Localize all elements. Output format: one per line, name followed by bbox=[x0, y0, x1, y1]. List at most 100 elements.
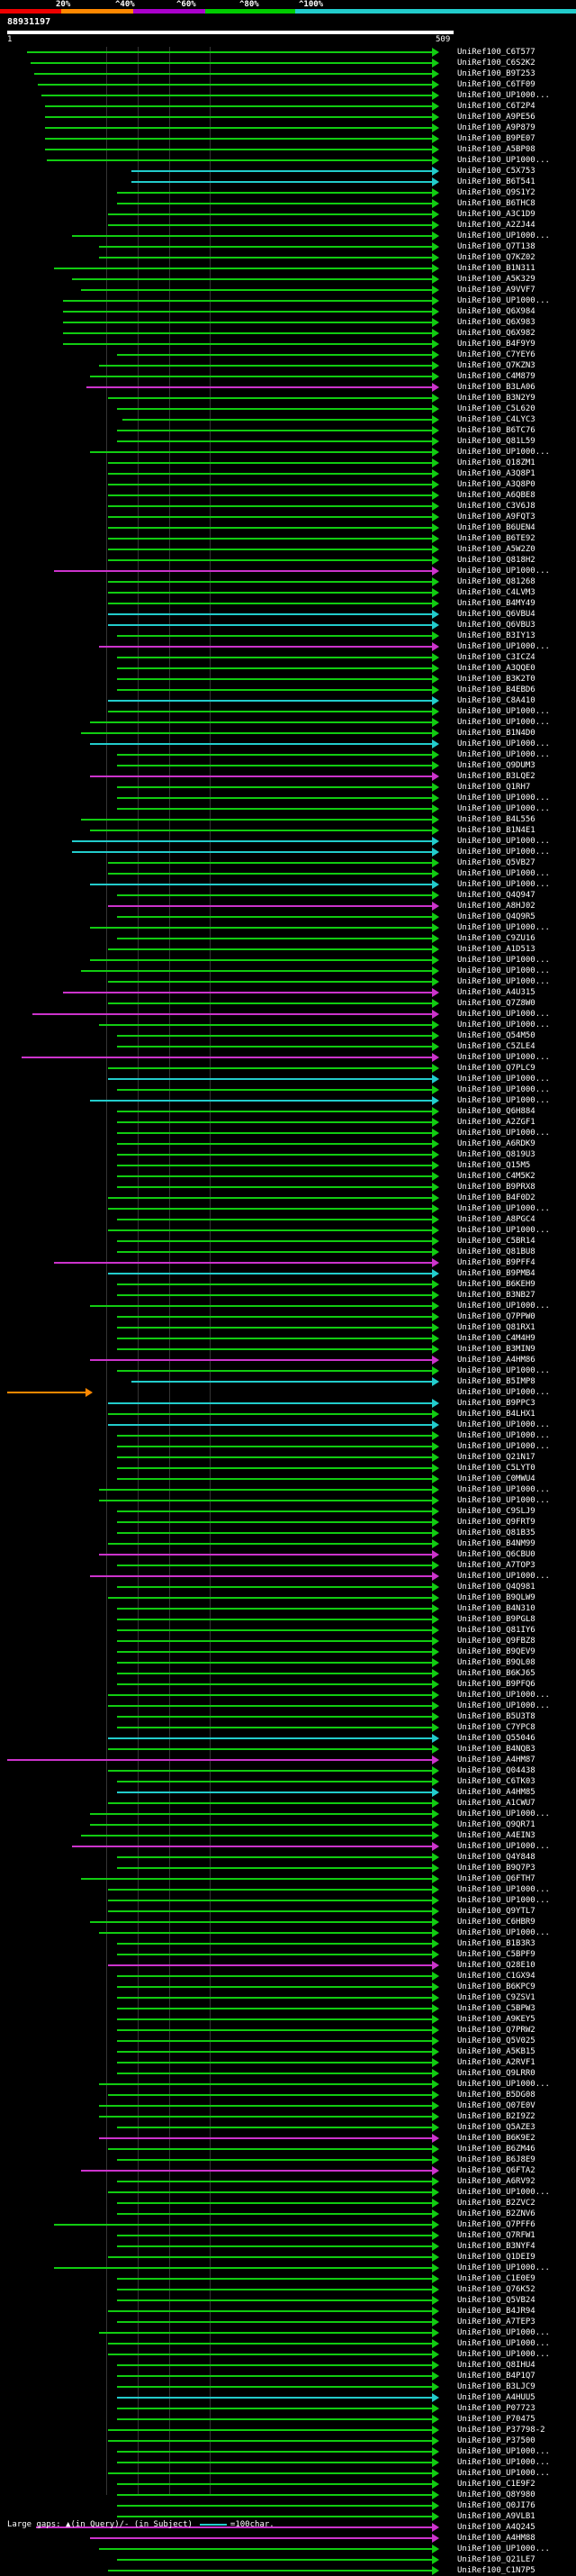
hit-alignment-bar[interactable] bbox=[117, 1186, 432, 1188]
hit-alignment-bar[interactable] bbox=[117, 1608, 432, 1610]
hit-row[interactable]: UniRef100_Q5AZE3 bbox=[0, 2122, 576, 2133]
hit-row[interactable]: UniRef100_Q819U3 bbox=[0, 1149, 576, 1160]
hit-alignment-bar[interactable] bbox=[90, 1813, 432, 1815]
hit-alignment-bar[interactable] bbox=[117, 1446, 432, 1447]
hit-label[interactable]: UniRef100_A3Q8P0 bbox=[457, 480, 536, 489]
hit-label[interactable]: UniRef100_Q5VB27 bbox=[457, 858, 536, 867]
hit-alignment-bar[interactable] bbox=[90, 884, 432, 885]
hit-alignment-bar[interactable] bbox=[117, 797, 432, 799]
hit-alignment-bar[interactable] bbox=[63, 343, 432, 345]
hit-label[interactable]: UniRef100_C6TK03 bbox=[457, 1777, 536, 1786]
hit-label[interactable]: UniRef100_B1N4E1 bbox=[457, 826, 536, 835]
hit-row[interactable]: UniRef100_UP1000... bbox=[0, 2263, 576, 2273]
hit-alignment-bar[interactable] bbox=[117, 2364, 432, 2366]
hit-label[interactable]: UniRef100_Q18ZM1 bbox=[457, 458, 536, 467]
hit-label[interactable]: UniRef100_UP1000... bbox=[457, 2469, 550, 2478]
hit-alignment-bar[interactable] bbox=[36, 2526, 432, 2528]
hit-alignment-bar[interactable] bbox=[108, 2148, 432, 2150]
hit-row[interactable]: UniRef100_UP1000... bbox=[0, 1484, 576, 1495]
hit-alignment-bar[interactable] bbox=[108, 1208, 432, 1210]
hit-alignment-bar[interactable] bbox=[117, 1954, 432, 1955]
hit-alignment-bar[interactable] bbox=[117, 2051, 432, 2053]
hit-alignment-bar[interactable] bbox=[108, 473, 432, 475]
hit-label[interactable]: UniRef100_C6T577 bbox=[457, 48, 536, 57]
hit-label[interactable]: UniRef100_A4HM87 bbox=[457, 1755, 536, 1764]
hit-label[interactable]: UniRef100_Q15M5 bbox=[457, 1161, 531, 1170]
hit-row[interactable]: UniRef100_B3MIN9 bbox=[0, 1344, 576, 1355]
hit-alignment-bar[interactable] bbox=[117, 354, 432, 356]
hit-row[interactable]: UniRef100_Q21LE7 bbox=[0, 2554, 576, 2565]
hit-row[interactable]: UniRef100_B4JR94 bbox=[0, 2306, 576, 2317]
hit-label[interactable]: UniRef100_UP1000... bbox=[457, 1885, 550, 1894]
hit-alignment-bar[interactable] bbox=[117, 2451, 432, 2453]
hit-label[interactable]: UniRef100_Q6CBU0 bbox=[457, 1550, 536, 1559]
hit-alignment-bar[interactable] bbox=[108, 873, 432, 875]
hit-row[interactable]: UniRef100_UP1000... bbox=[0, 1084, 576, 1095]
hit-label[interactable]: UniRef100_P07723 bbox=[457, 2404, 536, 2413]
hit-row[interactable]: UniRef100_Q81B35 bbox=[0, 1528, 576, 1538]
hit-row[interactable]: UniRef100_B6UEN4 bbox=[0, 522, 576, 533]
hit-alignment-bar[interactable] bbox=[117, 1240, 432, 1242]
hit-alignment-bar[interactable] bbox=[47, 159, 432, 161]
hit-label[interactable]: UniRef100_Q6X982 bbox=[457, 329, 536, 338]
hit-label[interactable]: UniRef100_UP1000... bbox=[457, 567, 550, 576]
hit-row[interactable]: UniRef100_B3IY13 bbox=[0, 630, 576, 641]
hit-alignment-bar[interactable] bbox=[108, 1802, 432, 1804]
hit-alignment-bar[interactable] bbox=[63, 332, 432, 334]
hit-alignment-bar[interactable] bbox=[117, 2202, 432, 2204]
hit-label[interactable]: UniRef100_B9QLW9 bbox=[457, 1593, 536, 1602]
hit-label[interactable]: UniRef100_Q5V025 bbox=[457, 2036, 536, 2045]
hit-row[interactable]: UniRef100_C6TF09 bbox=[0, 79, 576, 90]
hit-alignment-bar[interactable] bbox=[90, 1305, 432, 1307]
hit-label[interactable]: UniRef100_B4EBD6 bbox=[457, 685, 536, 694]
hit-row[interactable]: UniRef100_A3Q8P1 bbox=[0, 468, 576, 479]
hit-alignment-bar[interactable] bbox=[108, 1002, 432, 1004]
hit-label[interactable]: UniRef100_UP1000... bbox=[457, 1928, 550, 1937]
hit-alignment-bar[interactable] bbox=[117, 2559, 432, 2561]
hit-label[interactable]: UniRef100_UP1000... bbox=[457, 2263, 550, 2272]
hit-row[interactable]: UniRef100_B6KPC9 bbox=[0, 1982, 576, 1992]
hit-row[interactable]: UniRef100_UP1000... bbox=[0, 566, 576, 576]
hit-row[interactable]: UniRef100_B9QL08 bbox=[0, 1657, 576, 1668]
hit-label[interactable]: UniRef100_Q04438 bbox=[457, 1766, 536, 1775]
hit-row[interactable]: UniRef100_A6RDK9 bbox=[0, 1138, 576, 1149]
hit-alignment-bar[interactable] bbox=[117, 1089, 432, 1091]
hit-alignment-bar[interactable] bbox=[108, 505, 432, 507]
hit-row[interactable]: UniRef100_UP1000... bbox=[0, 1430, 576, 1441]
hit-alignment-bar[interactable] bbox=[122, 419, 432, 421]
hit-row[interactable]: UniRef100_A2RVF1 bbox=[0, 2057, 576, 2068]
hit-label[interactable]: UniRef100_B4F0D2 bbox=[457, 1193, 536, 1202]
hit-row[interactable]: UniRef100_Q1DEI9 bbox=[0, 2252, 576, 2263]
hit-label[interactable]: UniRef100_UP1000... bbox=[457, 966, 550, 975]
hit-alignment-bar[interactable] bbox=[90, 1575, 432, 1577]
hit-row[interactable]: UniRef100_UP1000... bbox=[0, 1701, 576, 1711]
hit-row[interactable]: UniRef100_UP1000... bbox=[0, 1387, 576, 1398]
hit-alignment-bar[interactable] bbox=[117, 1219, 432, 1220]
hit-alignment-bar[interactable] bbox=[99, 1554, 432, 1556]
hit-label[interactable]: UniRef100_Q4Q9R5 bbox=[457, 912, 536, 921]
hit-row[interactable]: UniRef100_P70475 bbox=[0, 2414, 576, 2425]
hit-alignment-bar[interactable] bbox=[131, 181, 432, 183]
hit-alignment-bar[interactable] bbox=[108, 905, 432, 907]
hit-label[interactable]: UniRef100_A4EIN3 bbox=[457, 1831, 536, 1840]
hit-row[interactable]: UniRef100_UP1000... bbox=[0, 803, 576, 814]
hit-alignment-bar[interactable] bbox=[117, 1165, 432, 1166]
hit-alignment-bar[interactable] bbox=[117, 2181, 432, 2182]
hit-alignment-bar[interactable] bbox=[54, 2267, 432, 2269]
hit-alignment-bar[interactable] bbox=[117, 2062, 432, 2064]
hit-row[interactable]: UniRef100_A9KEY5 bbox=[0, 2014, 576, 2025]
hit-row[interactable]: UniRef100_UP1000... bbox=[0, 641, 576, 652]
hit-row[interactable]: UniRef100_UP1000... bbox=[0, 847, 576, 857]
hit-row[interactable]: UniRef100_Q4Q9R5 bbox=[0, 912, 576, 922]
hit-alignment-bar[interactable] bbox=[117, 1619, 432, 1620]
hit-alignment-bar[interactable] bbox=[38, 84, 432, 86]
hit-alignment-bar[interactable] bbox=[81, 1835, 432, 1837]
hit-label[interactable]: UniRef100_Q9FBZ8 bbox=[457, 1637, 536, 1646]
hit-label[interactable]: UniRef100_B3LQE2 bbox=[457, 772, 536, 781]
hit-row[interactable]: UniRef100_UP1000... bbox=[0, 1009, 576, 1020]
hit-row[interactable]: UniRef100_A9FQT3 bbox=[0, 512, 576, 522]
hit-label[interactable]: UniRef100_A9PE56 bbox=[457, 113, 536, 122]
hit-label[interactable]: UniRef100_C9ZU16 bbox=[457, 934, 536, 943]
hit-row[interactable]: UniRef100_B3LA06 bbox=[0, 382, 576, 393]
hit-row[interactable]: UniRef100_Q6FTA2 bbox=[0, 2165, 576, 2176]
